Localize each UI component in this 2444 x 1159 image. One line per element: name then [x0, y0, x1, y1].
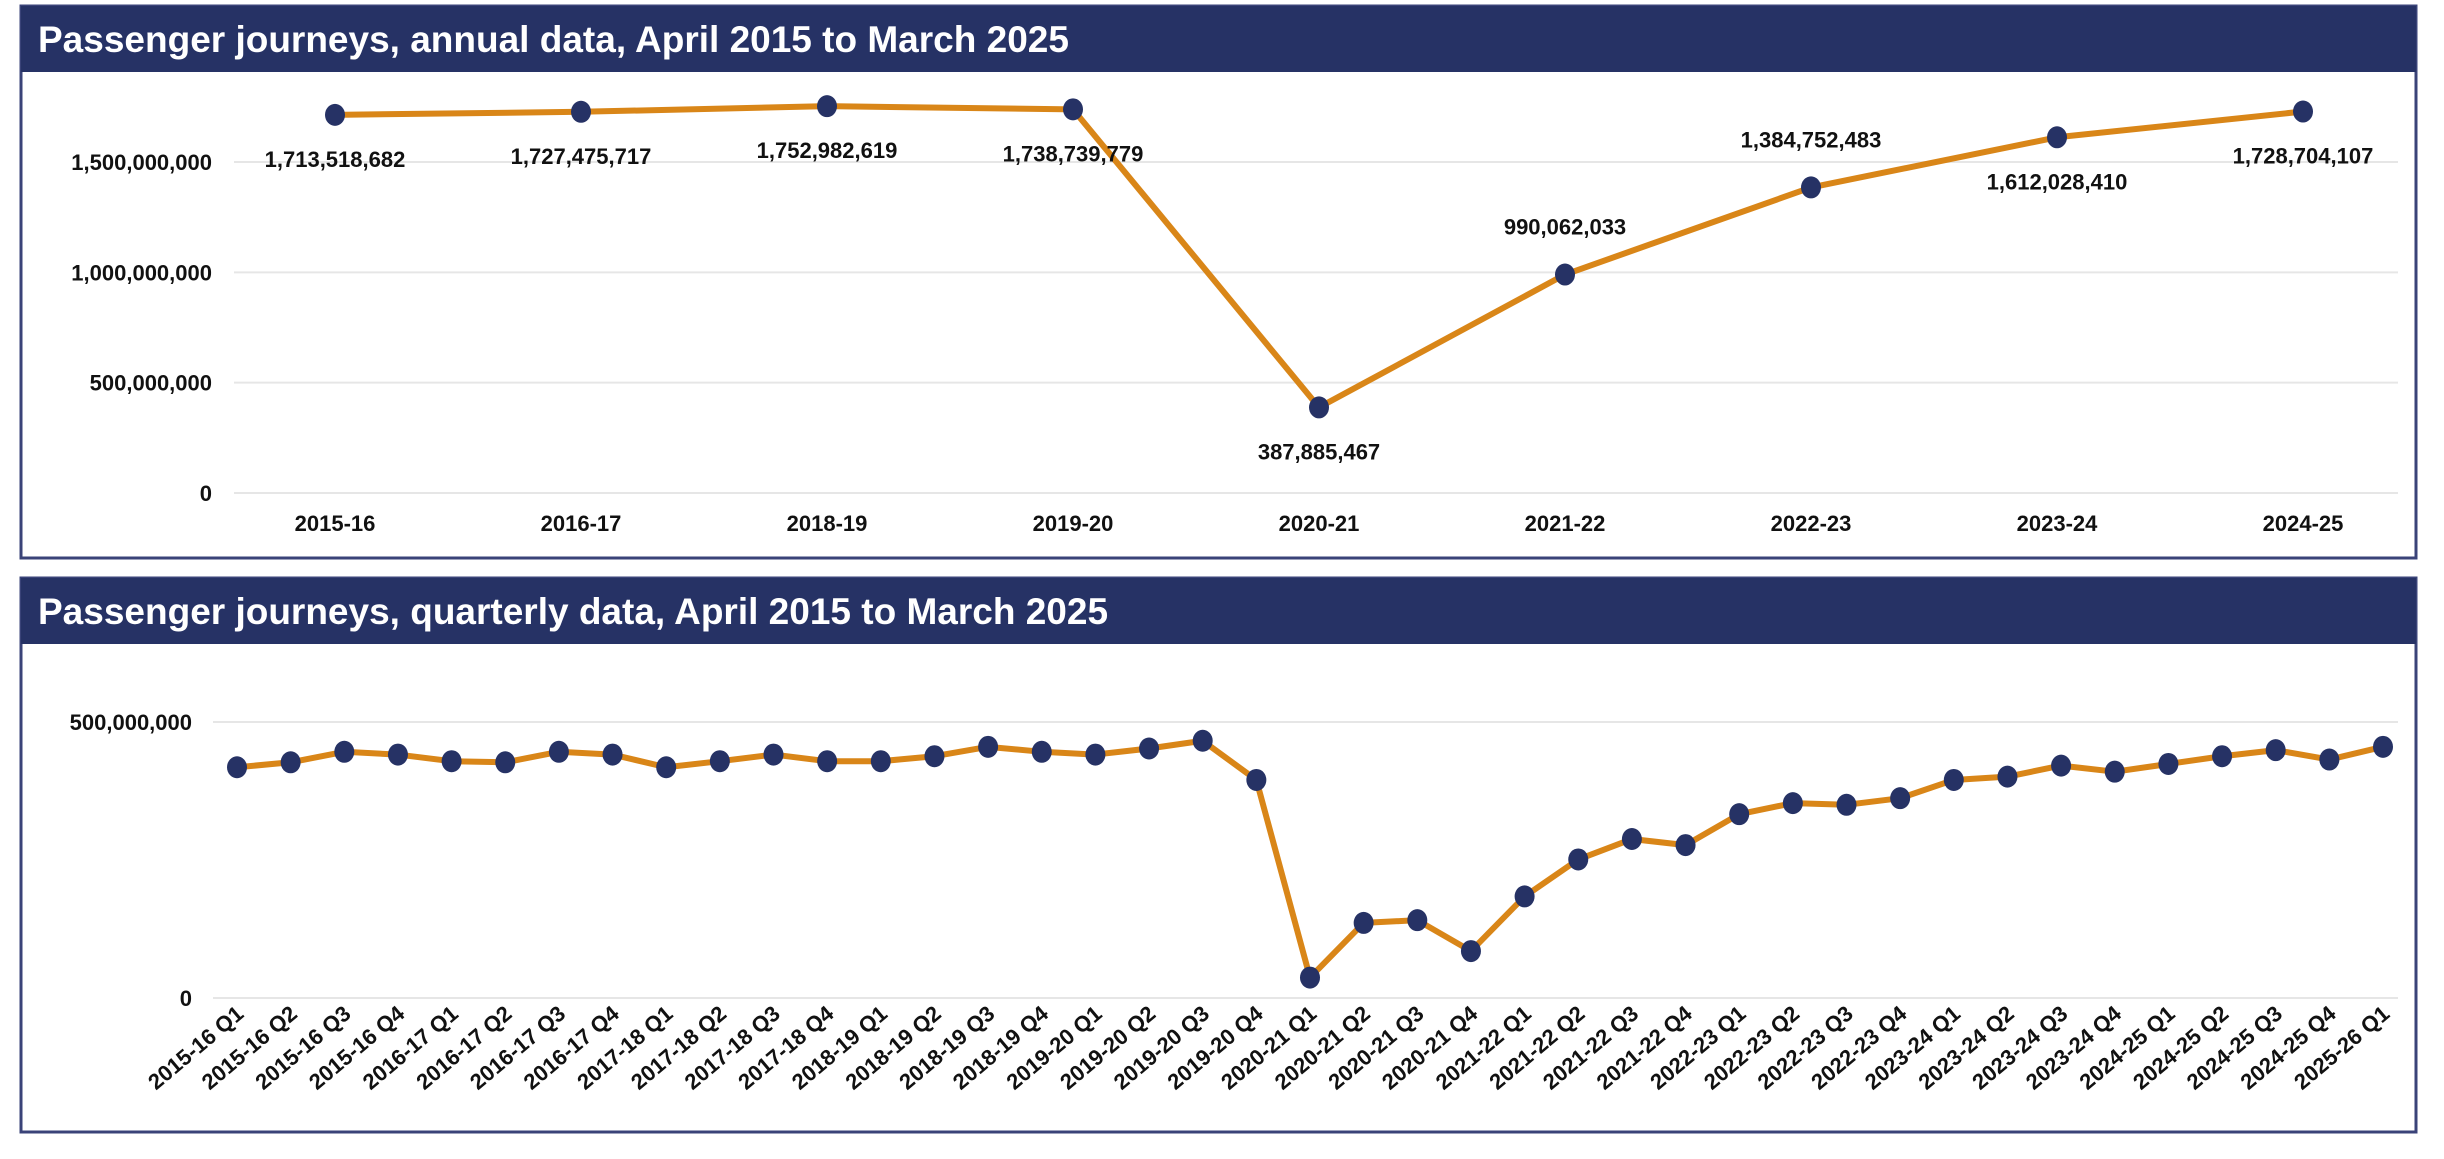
data-point	[1407, 909, 1428, 932]
annual-y-axis: 0 500,000,000 1,000,000,000 1,500,000,000	[71, 150, 212, 506]
data-point	[1782, 792, 1803, 815]
data-label: 990,062,033	[1504, 215, 1626, 240]
data-point	[1085, 743, 1106, 766]
x-tick-label: 2023-24	[2017, 511, 2099, 536]
quarterly-chart-title: Passenger journeys, quarterly data, Apri…	[38, 591, 1108, 632]
data-point	[1031, 740, 1052, 763]
data-point	[1621, 828, 1642, 851]
quarterly-panel: Passenger journeys, quarterly data, Apri…	[19, 576, 2418, 1134]
data-point	[325, 103, 345, 126]
y-tick-label: 0	[180, 986, 192, 1011]
data-point	[2212, 745, 2233, 768]
quarterly-series	[227, 729, 2393, 989]
data-point	[1836, 793, 1857, 816]
data-point	[1309, 396, 1329, 419]
data-point	[870, 750, 891, 773]
annual-data-labels: 1,713,518,682 1,727,475,717 1,752,982,619 1…	[265, 127, 2374, 464]
x-tick-label: 2022-23	[1771, 511, 1852, 536]
data-label: 1,612,028,410	[1987, 169, 2128, 194]
data-label: 1,727,475,717	[511, 144, 652, 169]
data-point	[1192, 729, 1213, 752]
quarterly-panel-border	[19, 576, 2418, 1134]
data-point	[1063, 98, 1083, 121]
data-point	[1675, 834, 1696, 857]
data-point	[602, 743, 623, 766]
data-point	[1139, 737, 1160, 760]
data-label: 1,384,752,483	[1741, 127, 1882, 152]
data-point	[1555, 263, 1575, 286]
data-point	[495, 751, 516, 774]
data-point	[1246, 768, 1267, 791]
x-tick-label: 2020-21	[1279, 511, 1360, 536]
annual-panel: Passenger journeys, annual data, April 2…	[19, 4, 2418, 560]
data-label: 1,752,982,619	[757, 138, 898, 163]
data-point	[709, 750, 730, 773]
data-point	[1997, 765, 2018, 788]
data-label: 1,713,518,682	[265, 147, 406, 172]
x-tick-label: 2021-22	[1525, 511, 1606, 536]
data-point	[1568, 848, 1589, 871]
data-point	[763, 743, 784, 766]
data-point	[2373, 735, 2393, 758]
data-point	[1943, 768, 1964, 791]
x-tick-label: 2024-25	[2263, 511, 2344, 536]
y-tick-label: 500,000,000	[90, 371, 212, 396]
data-point	[1300, 966, 1320, 989]
annual-x-axis: 2015-16 2016-17 2018-19 2019-20 2020-21 2021-…	[295, 511, 2344, 536]
data-point	[1801, 176, 1821, 199]
data-point	[441, 750, 462, 773]
annual-grid	[234, 161, 2398, 494]
data-point	[1460, 940, 1481, 963]
data-point	[334, 740, 355, 763]
annual-title-bar	[21, 6, 2416, 72]
data-point	[656, 756, 677, 779]
x-tick-label: 2019-20	[1033, 511, 1114, 536]
x-tick-label: 2016-17	[541, 511, 622, 536]
y-tick-label: 500,000,000	[70, 710, 192, 735]
data-point	[280, 751, 301, 774]
annual-series	[325, 95, 2313, 419]
data-point	[2104, 760, 2125, 783]
data-point	[227, 756, 247, 779]
data-point	[387, 743, 408, 766]
x-tick-label: 2018-19	[787, 511, 868, 536]
y-tick-label: 0	[200, 481, 212, 506]
annual-chart-title: Passenger journeys, annual data, April 2…	[38, 19, 1069, 60]
quarterly-grid	[213, 721, 2398, 999]
data-label: 1,728,704,107	[2233, 144, 2374, 169]
data-point	[2158, 752, 2179, 775]
data-point	[1353, 911, 1374, 934]
data-point	[1890, 787, 1911, 810]
data-point	[571, 100, 591, 123]
data-point	[817, 750, 838, 773]
data-point	[2047, 126, 2067, 149]
data-point	[2319, 748, 2340, 771]
data-point	[978, 735, 999, 758]
data-label: 1,738,739,779	[1003, 141, 1144, 166]
y-tick-label: 1,000,000,000	[71, 260, 212, 285]
data-point	[548, 740, 569, 763]
data-point	[924, 745, 945, 768]
quarterly-title-bar	[21, 578, 2416, 644]
data-point	[2051, 754, 2072, 777]
x-tick-label: 2015-16	[295, 511, 376, 536]
data-point	[817, 95, 837, 118]
data-point	[1729, 803, 1750, 826]
data-label: 387,885,467	[1258, 439, 1380, 464]
data-point	[2265, 739, 2286, 762]
y-tick-label: 1,500,000,000	[71, 150, 212, 175]
quarterly-y-axis: 0 500,000,000	[70, 710, 192, 1011]
data-point	[1514, 885, 1535, 908]
data-point	[2293, 100, 2313, 123]
